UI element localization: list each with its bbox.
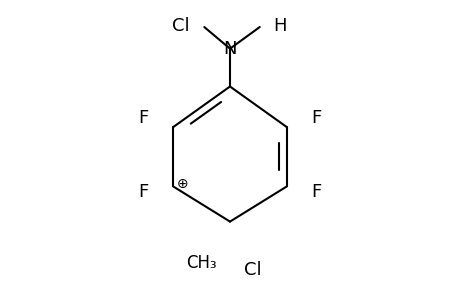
Text: F: F	[138, 109, 149, 127]
Text: F: F	[138, 183, 149, 201]
Text: ⊕: ⊕	[177, 177, 188, 191]
Text: N: N	[223, 40, 236, 58]
Text: Cl: Cl	[172, 17, 189, 35]
Text: H: H	[273, 17, 286, 35]
Text: Cl: Cl	[243, 261, 261, 279]
Text: F: F	[310, 183, 321, 201]
Text: F: F	[310, 109, 321, 127]
Text: CH₃: CH₃	[185, 254, 216, 272]
